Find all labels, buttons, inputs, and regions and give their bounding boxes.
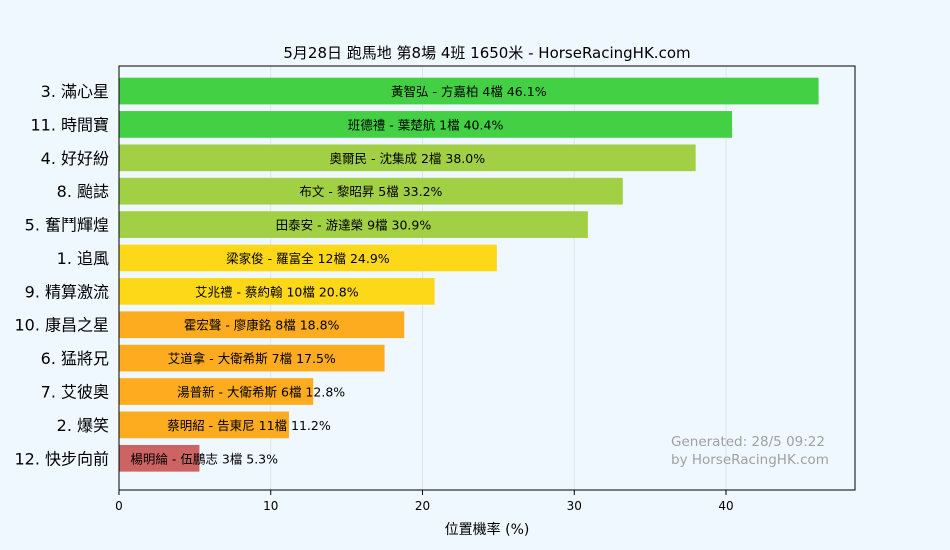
bar bbox=[119, 111, 733, 138]
bar bbox=[119, 278, 435, 305]
bar-label: 梁家俊 - 羅富全 12檔 24.9% bbox=[226, 251, 390, 266]
x-tick-label: 0 bbox=[115, 499, 123, 513]
bar bbox=[119, 411, 289, 439]
category-label: 12. 快步向前 bbox=[14, 449, 109, 468]
category-label: 6. 猛將兄 bbox=[41, 349, 109, 368]
bar-label: 楊明綸 - 伍鵬志 3檔 5.3% bbox=[130, 451, 278, 466]
bar-labels: 黃智弘 - 方嘉柏 4檔 46.1% 班德禮 - 葉楚航 1檔 40.4% 奧爾民 … bbox=[130, 84, 546, 466]
bar-label: 奧爾民 - 沈集成 2檔 38.0% bbox=[330, 151, 486, 166]
bar bbox=[119, 144, 696, 172]
bar bbox=[119, 77, 819, 105]
bar-label: 黃智弘 - 方嘉柏 4檔 46.1% bbox=[391, 84, 547, 99]
bar bbox=[119, 444, 200, 472]
category-label: 10. 康昌之星 bbox=[14, 316, 109, 335]
bar-label: 蔡明紹 - 告東尼 11檔 11.2% bbox=[167, 418, 331, 433]
bar bbox=[119, 244, 497, 272]
annotation-line: by HorseRacingHK.com bbox=[671, 452, 829, 468]
x-axis-ticks: 0 10 20 30 40 bbox=[115, 490, 734, 513]
annotation: Generated: 28/5 09:22 by HorseRacingHK.co… bbox=[671, 434, 829, 468]
category-label: 2. 爆笑 bbox=[57, 416, 109, 435]
bars bbox=[119, 77, 819, 472]
x-tick-label: 20 bbox=[415, 499, 430, 513]
x-tick-label: 30 bbox=[567, 499, 582, 513]
category-label: 9. 精算激流 bbox=[25, 282, 109, 301]
bar bbox=[119, 378, 314, 405]
category-label: 8. 颱誌 bbox=[57, 182, 109, 201]
bar-label: 艾道拿 - 大衛希斯 7檔 17.5% bbox=[168, 351, 336, 366]
x-axis-label: 位置機率 (%) bbox=[445, 521, 530, 538]
bar-label: 艾兆禮 - 蔡約翰 10檔 20.8% bbox=[195, 284, 359, 299]
category-labels: 3. 滿心星 11. 時間寶 4. 好好紛 8. 颱誌 5. 奮鬥輝煌 1. 追風 9. 精… bbox=[14, 82, 109, 468]
category-label: 5. 奮鬥輝煌 bbox=[25, 216, 109, 235]
bar-label: 田泰安 - 游達榮 9檔 30.9% bbox=[276, 218, 432, 233]
category-label: 7. 艾彼奧 bbox=[41, 383, 109, 402]
category-label: 3. 滿心星 bbox=[41, 82, 109, 101]
bar bbox=[119, 211, 588, 238]
bar bbox=[119, 311, 405, 339]
x-tick-label: 10 bbox=[263, 499, 278, 513]
category-label: 4. 好好紛 bbox=[41, 149, 109, 168]
plot-frame bbox=[118, 65, 856, 491]
x-tick-label: 40 bbox=[718, 499, 733, 513]
bar-label: 布文 - 黎昭昇 5檔 33.2% bbox=[299, 184, 442, 199]
bar-label: 班德禮 - 葉楚航 1檔 40.4% bbox=[348, 117, 504, 132]
bar bbox=[119, 344, 385, 372]
category-label: 11. 時間寶 bbox=[30, 115, 109, 134]
bar bbox=[119, 177, 623, 205]
annotation-line: Generated: 28/5 09:22 bbox=[671, 434, 825, 450]
chart-title: 5月28日 跑馬地 第8場 4班 1650米 - HorseRacingHK.c… bbox=[283, 44, 690, 62]
category-label: 1. 追風 bbox=[57, 249, 109, 268]
bar-label: 湯普新 - 大衛希斯 6檔 12.8% bbox=[177, 385, 345, 400]
bar-label: 霍宏聲 - 廖康銘 8檔 18.8% bbox=[184, 318, 340, 333]
